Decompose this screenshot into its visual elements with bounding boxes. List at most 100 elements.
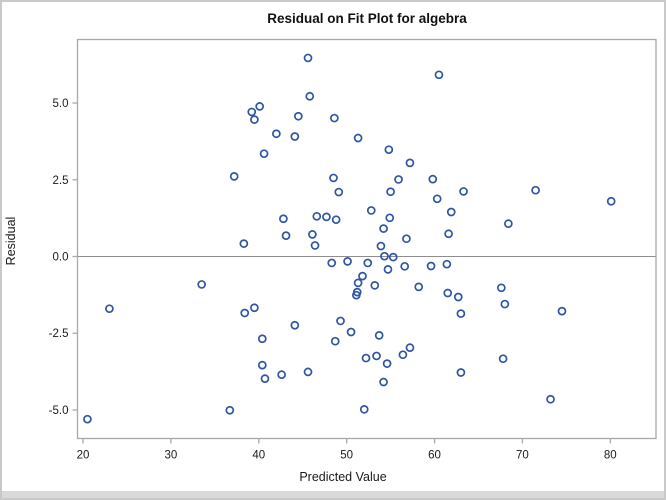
data-point xyxy=(456,309,466,318)
data-point xyxy=(432,194,442,204)
data-point xyxy=(372,351,381,361)
data-point xyxy=(290,320,300,330)
data-point xyxy=(383,265,393,274)
data-point xyxy=(426,261,436,271)
data-point xyxy=(260,374,270,383)
data-point xyxy=(330,336,340,346)
data-point xyxy=(83,414,92,424)
data-point xyxy=(394,175,403,184)
data-point xyxy=(428,174,438,184)
data-point xyxy=(376,241,386,251)
data-point xyxy=(504,219,513,229)
data-point xyxy=(384,145,394,155)
data-point xyxy=(331,215,341,225)
x-tick-label: 60 xyxy=(428,450,441,462)
data-point xyxy=(312,211,322,221)
x-tick-label: 80 xyxy=(604,450,617,462)
x-tick-label: 70 xyxy=(516,450,529,462)
data-point xyxy=(444,229,453,239)
data-point xyxy=(374,331,384,340)
data-point xyxy=(443,288,453,298)
data-point xyxy=(363,258,373,268)
data-point xyxy=(453,292,463,302)
data-point xyxy=(197,280,207,289)
data-point xyxy=(557,306,567,316)
data-point xyxy=(353,133,363,143)
data-point xyxy=(358,271,367,281)
y-tick-label: 2.5 xyxy=(53,175,69,187)
data-point xyxy=(329,173,338,183)
data-point xyxy=(379,224,388,233)
y-axis-title: Residual xyxy=(4,216,18,266)
data-point xyxy=(305,91,315,101)
data-point xyxy=(257,360,267,370)
data-point xyxy=(229,172,239,181)
data-point xyxy=(303,367,313,377)
data-point xyxy=(405,343,415,353)
data-point xyxy=(442,259,452,269)
data-point xyxy=(546,394,555,404)
data-point xyxy=(385,213,395,223)
data-point xyxy=(496,283,506,293)
y-tick-label: -2.5 xyxy=(49,328,69,340)
plot-frame xyxy=(76,38,657,440)
data-point xyxy=(446,207,456,217)
data-point xyxy=(456,368,466,377)
data-point xyxy=(359,404,369,414)
data-point xyxy=(434,70,444,80)
data-point xyxy=(239,239,249,248)
data-point xyxy=(606,196,616,206)
data-point xyxy=(290,132,300,141)
data-point xyxy=(382,359,392,368)
data-point xyxy=(414,282,424,292)
chart-title: Residual on Fit Plot for algebra xyxy=(267,11,467,26)
data-point xyxy=(366,206,376,215)
x-tick-label: 50 xyxy=(340,450,353,462)
data-point xyxy=(272,129,281,139)
data-point xyxy=(405,158,415,168)
data-point xyxy=(257,334,267,344)
bottom-border-strip xyxy=(2,491,664,498)
data-point xyxy=(361,353,371,363)
data-point xyxy=(343,257,352,266)
x-tick-label: 30 xyxy=(165,450,178,462)
data-point xyxy=(225,405,235,415)
data-point xyxy=(250,115,259,124)
data-point xyxy=(388,252,398,262)
data-point xyxy=(259,149,269,159)
data-point xyxy=(303,53,313,63)
data-point xyxy=(250,303,259,313)
data-point xyxy=(277,370,286,380)
data-point xyxy=(336,316,345,326)
data-point xyxy=(346,327,356,337)
data-point xyxy=(400,261,410,271)
data-point xyxy=(379,377,388,387)
data-point xyxy=(322,212,331,222)
data-point xyxy=(327,258,337,268)
data-point xyxy=(310,241,320,250)
data-point xyxy=(334,187,344,197)
data-point xyxy=(293,111,303,121)
data-point xyxy=(240,308,250,318)
data-point xyxy=(402,234,411,244)
data-point xyxy=(308,230,317,239)
y-tick-label: -5.0 xyxy=(49,405,69,417)
data-point xyxy=(255,102,265,111)
data-point xyxy=(105,304,114,314)
y-tick-label: 5.0 xyxy=(53,98,69,110)
x-axis-title: Predicted Value xyxy=(299,470,387,484)
y-tick-label: 0.0 xyxy=(53,251,69,263)
data-point xyxy=(459,187,468,196)
data-point xyxy=(500,299,510,309)
data-point xyxy=(330,113,339,123)
data-point xyxy=(531,185,540,195)
data-point xyxy=(370,280,380,290)
data-point xyxy=(279,214,288,224)
x-tick-label: 20 xyxy=(77,450,90,462)
x-tick-label: 40 xyxy=(252,450,265,462)
data-point xyxy=(498,354,508,364)
data-point xyxy=(398,350,408,360)
data-point xyxy=(380,251,389,261)
